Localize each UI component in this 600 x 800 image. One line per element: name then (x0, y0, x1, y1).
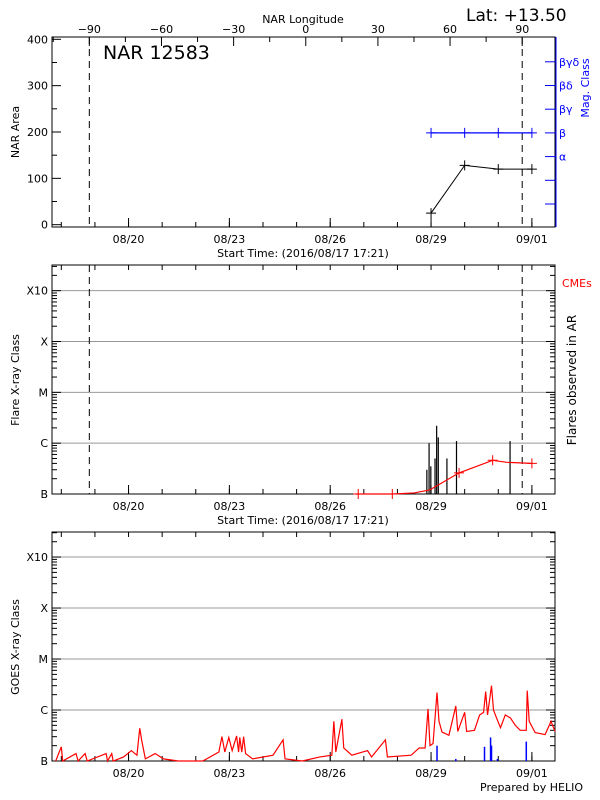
cme-point (526, 458, 537, 469)
date-tick-label: 08/26 (314, 233, 346, 246)
cme-point (454, 467, 465, 478)
cme-point (387, 489, 398, 499)
date-tick-label: 08/20 (113, 767, 145, 780)
flares-observed-ylabel: Flares observed in AR (565, 315, 579, 445)
longitude-tick-label: 90 (515, 23, 529, 36)
class-tick-label: C (40, 704, 48, 717)
class-tick-label: M (39, 653, 49, 666)
area-tick-label: 100 (27, 172, 48, 185)
mag-class-ylabel: Mag. Class (579, 58, 592, 117)
date-tick-label: 08/29 (415, 767, 447, 780)
nar-area-point (493, 164, 504, 175)
date-tick-label: 08/23 (214, 767, 246, 780)
nar-area-point (459, 160, 470, 171)
date-tick-label: 09/01 (516, 233, 548, 246)
panel-frame-3 (51, 531, 556, 762)
date-tick-label: 08/26 (314, 767, 346, 780)
area-tick-label: 0 (41, 219, 48, 232)
date-tick-label: 08/29 (415, 500, 447, 513)
goes-long-channel-line (55, 685, 556, 763)
panel-frame-2 (51, 264, 556, 495)
date-tick-label: 08/23 (214, 500, 246, 513)
cme-legend-label: CMEs (562, 277, 592, 290)
date-tick-label: 09/01 (516, 500, 548, 513)
cme-line (355, 459, 532, 495)
nar-area-point (426, 208, 437, 219)
longitude-tick-label: 60 (443, 23, 457, 36)
mag-class-point (426, 127, 437, 138)
active-region-label: NAR 12583 (103, 42, 210, 64)
class-tick-label: X10 (26, 551, 48, 564)
longitude-tick-label: 30 (371, 23, 385, 36)
mag-class-point (526, 127, 537, 138)
mag-class-point (493, 127, 504, 138)
mag-class-tick-label: βγδ (559, 56, 580, 69)
date-tick-label: 09/01 (516, 767, 548, 780)
mag-class-tick-label: βδ (559, 80, 573, 93)
lat-label: Lat: +13.50 (466, 6, 567, 26)
longitude-tick-label: 0 (302, 23, 309, 36)
longitude-tick-label: −60 (150, 23, 173, 36)
mag-class-tick-label: α (559, 151, 566, 164)
nar-area-line (430, 164, 532, 214)
nar-area-ylabel: NAR Area (9, 106, 22, 158)
date-tick-label: 08/20 (113, 233, 145, 246)
flare-class-ylabel: Flare X-ray Class (9, 334, 22, 426)
longitude-tick-label: −30 (222, 23, 245, 36)
area-tick-label: 200 (27, 126, 48, 139)
mag-class-tick-label: β (559, 127, 566, 140)
class-tick-label: M (39, 386, 49, 399)
date-tick-label: 08/29 (415, 233, 447, 246)
nar-area-point (526, 164, 537, 175)
panel1-start-time: Start Time: (2016/08/17 17:21) (217, 247, 389, 260)
goes-class-ylabel: GOES X-ray Class (9, 599, 22, 695)
class-tick-label: C (40, 437, 48, 450)
prepared-by-label: Prepared by HELIO (480, 781, 583, 794)
class-tick-label: B (40, 755, 48, 768)
area-tick-label: 400 (27, 33, 48, 46)
date-tick-label: 08/26 (314, 500, 346, 513)
cme-point (487, 455, 498, 466)
mag-class-tick-label: βγ (559, 103, 573, 116)
date-tick-label: 08/20 (113, 500, 145, 513)
area-tick-label: 300 (27, 80, 48, 93)
date-tick-label: 08/23 (214, 233, 246, 246)
cme-point (353, 489, 364, 499)
panel-frame-1 (51, 36, 556, 228)
longitude-tick-label: −90 (78, 23, 101, 36)
class-tick-label: X (40, 336, 48, 349)
class-tick-label: X (40, 602, 48, 615)
class-tick-label: X10 (26, 285, 48, 298)
longitude-axis-title: NAR Longitude (262, 13, 344, 26)
panel2-start-time: Start Time: (2016/08/17 17:21) (217, 514, 389, 527)
mag-class-point (459, 127, 470, 138)
class-tick-label: B (40, 488, 48, 501)
